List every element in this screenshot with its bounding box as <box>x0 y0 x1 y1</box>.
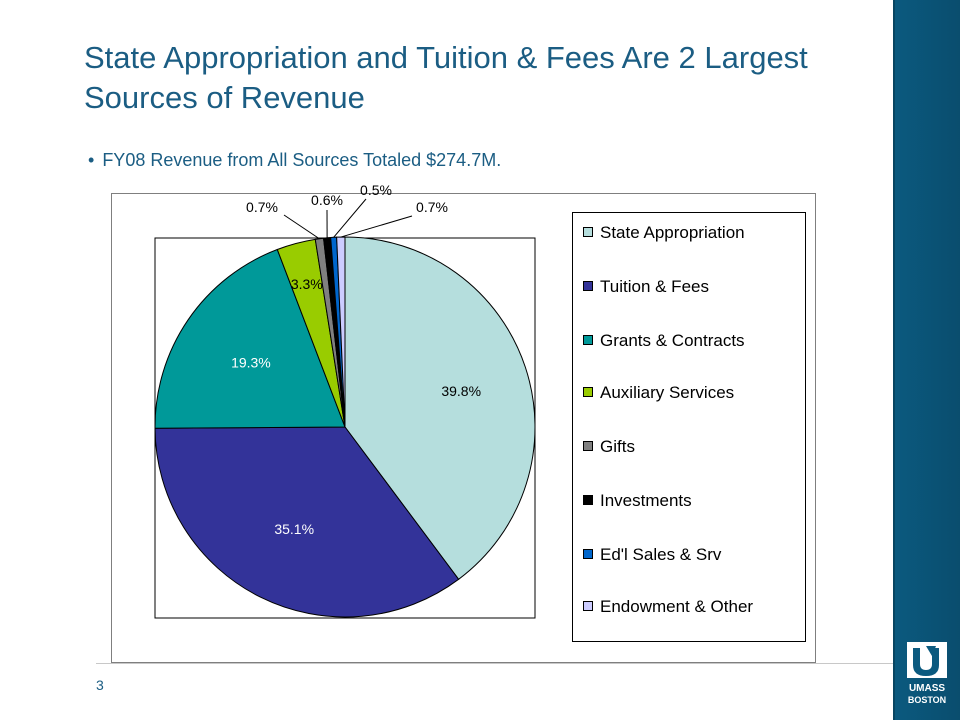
pie-slice-endowment-other <box>336 236 346 428</box>
legend-label: Ed'l Sales & Srv <box>600 545 722 564</box>
chart-legend: State Appropriation Tuition & Fees Grants … <box>572 212 806 642</box>
bullet-dot: • <box>88 150 95 170</box>
legend-label: Investments <box>600 491 692 510</box>
pie-slice-state-appropriation <box>344 236 536 580</box>
umass-boston-logo: UMASS BOSTON <box>907 642 947 705</box>
bullet-text: FY08 Revenue from All Sources Totaled $2… <box>102 150 502 170</box>
legend-label: Gifts <box>600 437 635 456</box>
data-label-1: 35.1% <box>274 521 314 537</box>
data-label-6: 0.5% <box>360 182 392 198</box>
data-label-5: 0.6% <box>311 192 343 208</box>
data-label-2: 19.3% <box>231 355 271 371</box>
leader-line-6 <box>333 198 367 238</box>
legend-swatch <box>583 387 593 397</box>
pie-slice-grants-contracts <box>154 248 346 429</box>
legend-swatch <box>583 227 593 237</box>
legend-swatch <box>583 549 593 559</box>
legend-label: Tuition & Fees <box>600 277 709 296</box>
pie-slice-tuition-fees <box>154 426 460 618</box>
legend-swatch <box>583 441 593 451</box>
leader-line-7 <box>340 215 413 238</box>
leader-line-4 <box>283 214 320 240</box>
legend-swatch <box>583 601 593 611</box>
logo-text-umass: UMASS <box>909 683 945 694</box>
footer-divider <box>96 663 893 664</box>
legend-swatch <box>583 495 593 505</box>
legend-label: Auxiliary Services <box>600 383 735 402</box>
legend-label: State Appropriation <box>600 223 745 242</box>
data-label-4: 0.7% <box>246 199 278 215</box>
legend-swatch <box>583 281 593 291</box>
right-accent-bar-edge <box>893 0 895 720</box>
page-number: 3 <box>96 677 104 693</box>
bullet-item: • FY08 Revenue from All Sources Totaled $… <box>88 150 501 171</box>
right-accent-bar <box>893 0 960 720</box>
slide-title: State Appropriation and Tuition & Fees A… <box>84 40 808 115</box>
data-label-3: 3.3% <box>291 276 323 292</box>
legend-label: Grants & Contracts <box>600 331 745 350</box>
data-label-7: 0.7% <box>416 199 448 215</box>
legend-swatch <box>583 335 593 345</box>
legend-label: Endowment & Other <box>600 597 754 616</box>
data-label-0: 39.8% <box>441 383 481 399</box>
logo-text-boston: BOSTON <box>908 695 946 705</box>
